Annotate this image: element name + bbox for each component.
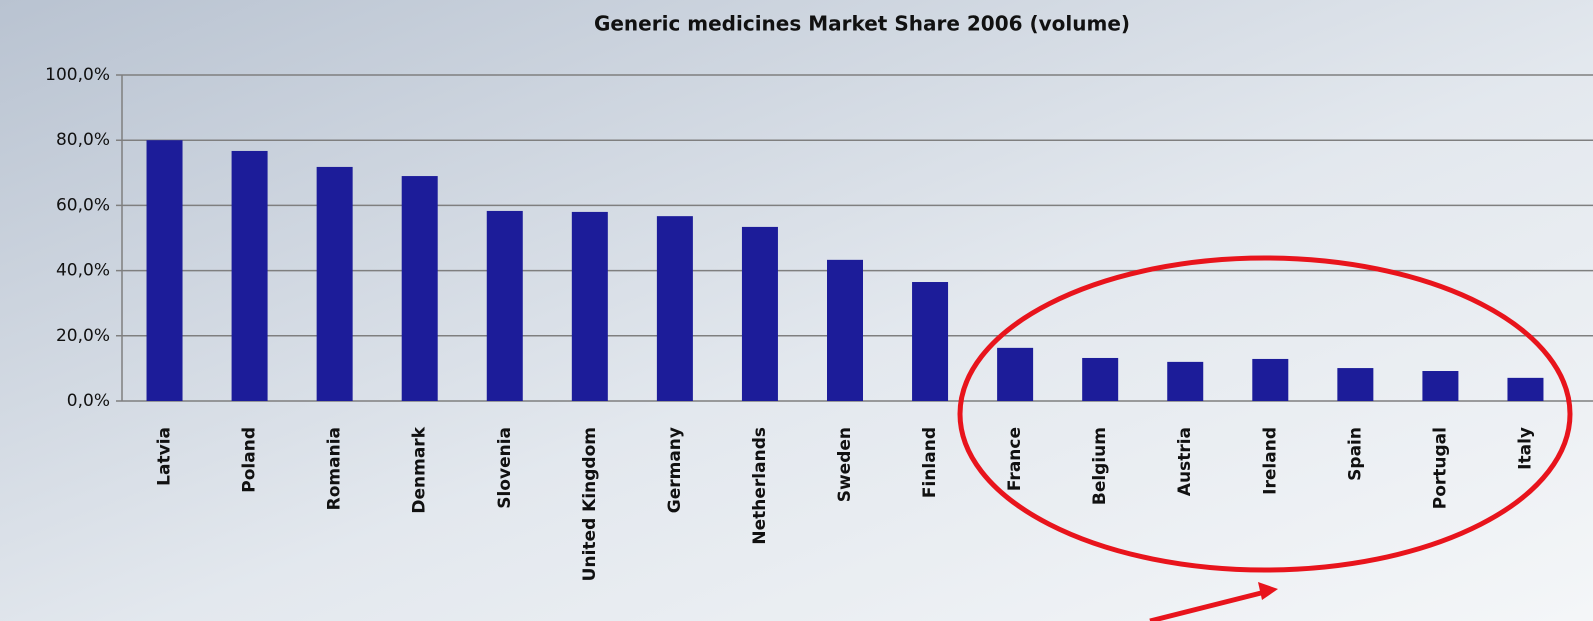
x-tick-label: Ireland — [1260, 427, 1280, 495]
x-tick-label: Sweden — [835, 427, 855, 502]
bar — [1507, 377, 1544, 401]
x-tick-label: France — [1005, 427, 1025, 491]
x-tick-label: Slovenia — [495, 427, 515, 509]
highlight-ellipse — [957, 255, 1573, 573]
arrow — [1149, 589, 1266, 621]
y-tick-label: 0,0% — [67, 391, 110, 411]
x-tick-label: Austria — [1175, 427, 1195, 496]
bar — [741, 226, 778, 401]
x-tick-label: Latvia — [155, 427, 175, 486]
x-tick-label: Poland — [240, 427, 260, 493]
x-tick-label: Finland — [920, 427, 940, 498]
arrow-head — [1258, 582, 1278, 600]
y-tick-label: 80,0% — [56, 130, 110, 150]
x-tick-label: United Kingdom — [580, 427, 600, 581]
bar — [912, 282, 949, 401]
y-tick-label: 20,0% — [56, 326, 110, 346]
bar — [997, 347, 1034, 401]
y-tick-label: 100,0% — [45, 65, 110, 85]
bar — [1337, 368, 1374, 401]
x-tick-label: Netherlands — [750, 427, 770, 545]
x-tick-label: Spain — [1345, 427, 1365, 481]
x-tick-label: Italy — [1515, 427, 1535, 470]
bar — [1082, 357, 1119, 401]
bar — [1167, 361, 1204, 401]
x-tick-label: Belgium — [1090, 427, 1110, 505]
bar — [231, 150, 268, 401]
bar — [316, 166, 353, 401]
y-tick-label: 40,0% — [56, 261, 110, 281]
bar — [1422, 371, 1459, 401]
y-tick-label: 60,0% — [56, 195, 110, 215]
x-tick-label: Germany — [665, 427, 685, 513]
bar — [571, 211, 608, 401]
x-tick-label: Romania — [325, 427, 345, 510]
x-tick-label: Portugal — [1430, 427, 1450, 509]
bar — [401, 176, 438, 401]
bar — [146, 140, 183, 401]
bar — [1252, 358, 1289, 401]
x-tick-label: Denmark — [410, 426, 430, 513]
chart-title: Generic medicines Market Share 2006 (vol… — [594, 12, 1130, 36]
bar — [486, 210, 523, 401]
bar — [827, 259, 863, 401]
bar — [656, 216, 693, 401]
